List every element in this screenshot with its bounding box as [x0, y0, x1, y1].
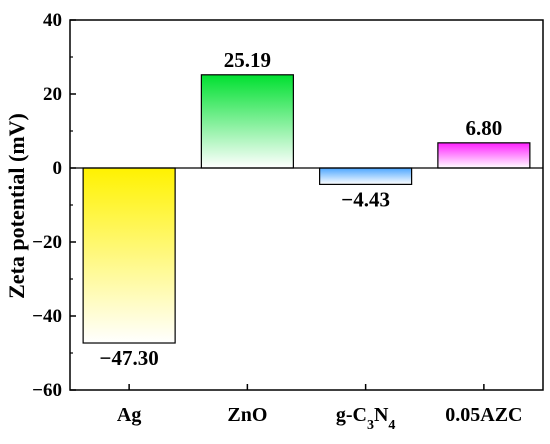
y-tick-label: 0 — [53, 158, 63, 179]
y-axis-title: Zeta potential (mV) — [4, 113, 29, 299]
y-tick-label: −20 — [32, 232, 62, 253]
bar-0-05azc — [437, 142, 531, 169]
y-tick-label: −40 — [32, 306, 62, 327]
y-tick-label: −60 — [32, 380, 62, 401]
value-label: 6.80 — [466, 116, 503, 140]
value-labels-layer: −47.30 25.19 −4.43 6.80 — [100, 48, 503, 370]
y-tick-label: 40 — [43, 10, 62, 31]
value-label: 25.19 — [224, 48, 271, 72]
x-tick-label: g-C3N4 — [336, 404, 396, 433]
x-tick-label: 0.05AZC — [445, 404, 522, 426]
axes-layer: −60 −40 −20 0 20 40 Ag ZnO g-C3N4 0.05AZC — [32, 10, 544, 433]
bar-g-c3n4 — [319, 167, 413, 185]
bar-ag — [82, 167, 176, 344]
value-label: −4.43 — [341, 187, 390, 211]
bar-zno — [200, 74, 294, 169]
x-tick-label: Ag — [117, 404, 141, 426]
bars-layer — [82, 74, 531, 344]
value-label: −47.30 — [100, 346, 159, 370]
x-tick-label: ZnO — [227, 404, 267, 426]
y-tick-label: 20 — [43, 84, 62, 105]
